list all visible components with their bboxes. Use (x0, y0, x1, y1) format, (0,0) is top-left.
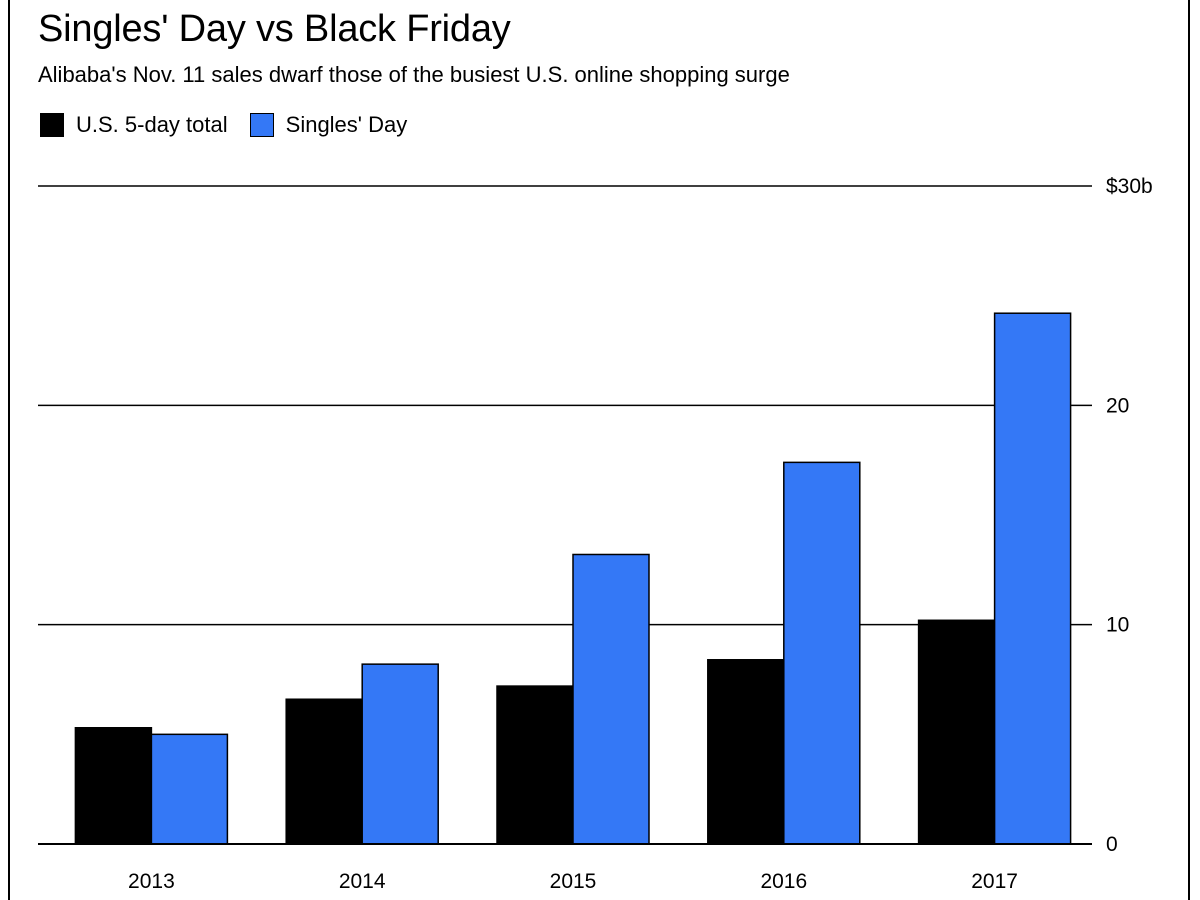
legend-label-us: U.S. 5-day total (76, 112, 228, 137)
bar-2017-us (917, 619, 996, 845)
y-tick-label-10: 10 (1106, 614, 1129, 637)
bar-2014-us (285, 698, 363, 845)
legend-item-us: U.S. 5-day total (40, 112, 228, 138)
x-tick-label-2017: 2017 (971, 870, 1018, 893)
chart-subtitle: Alibaba's Nov. 11 sales dwarf those of t… (38, 62, 790, 87)
x-tick-label-2015: 2015 (550, 870, 597, 893)
chart-frame (8, 0, 1190, 900)
legend-swatch-us (40, 113, 64, 137)
bar-2017-singles-day (993, 312, 1072, 845)
bar-2013-singles-day (150, 733, 229, 845)
bar-2016-us (707, 659, 785, 845)
bar-2015-singles-day (572, 553, 650, 845)
legend-item-singles-day: Singles' Day (249, 112, 408, 138)
x-tick-label-2016: 2016 (760, 870, 807, 893)
bar-2014-singles-day (361, 663, 439, 845)
bar-2016-singles-day (783, 461, 861, 845)
y-tick-label-30: $30b (1106, 175, 1153, 198)
bar-2013-us (74, 727, 153, 845)
chart-title: Singles' Day vs Black Friday (38, 8, 511, 50)
x-tick-label-2014: 2014 (339, 870, 386, 893)
y-tick-label-0: 0 (1106, 833, 1118, 856)
legend-swatch-singles-day (249, 113, 274, 137)
x-tick-label-2013: 2013 (128, 870, 175, 893)
legend-label-singles-day: Singles' Day (285, 112, 408, 137)
legend: U.S. 5-day total Singles' Day (40, 112, 429, 138)
bar-2015-us (496, 685, 574, 845)
y-tick-label-20: 20 (1106, 394, 1129, 417)
